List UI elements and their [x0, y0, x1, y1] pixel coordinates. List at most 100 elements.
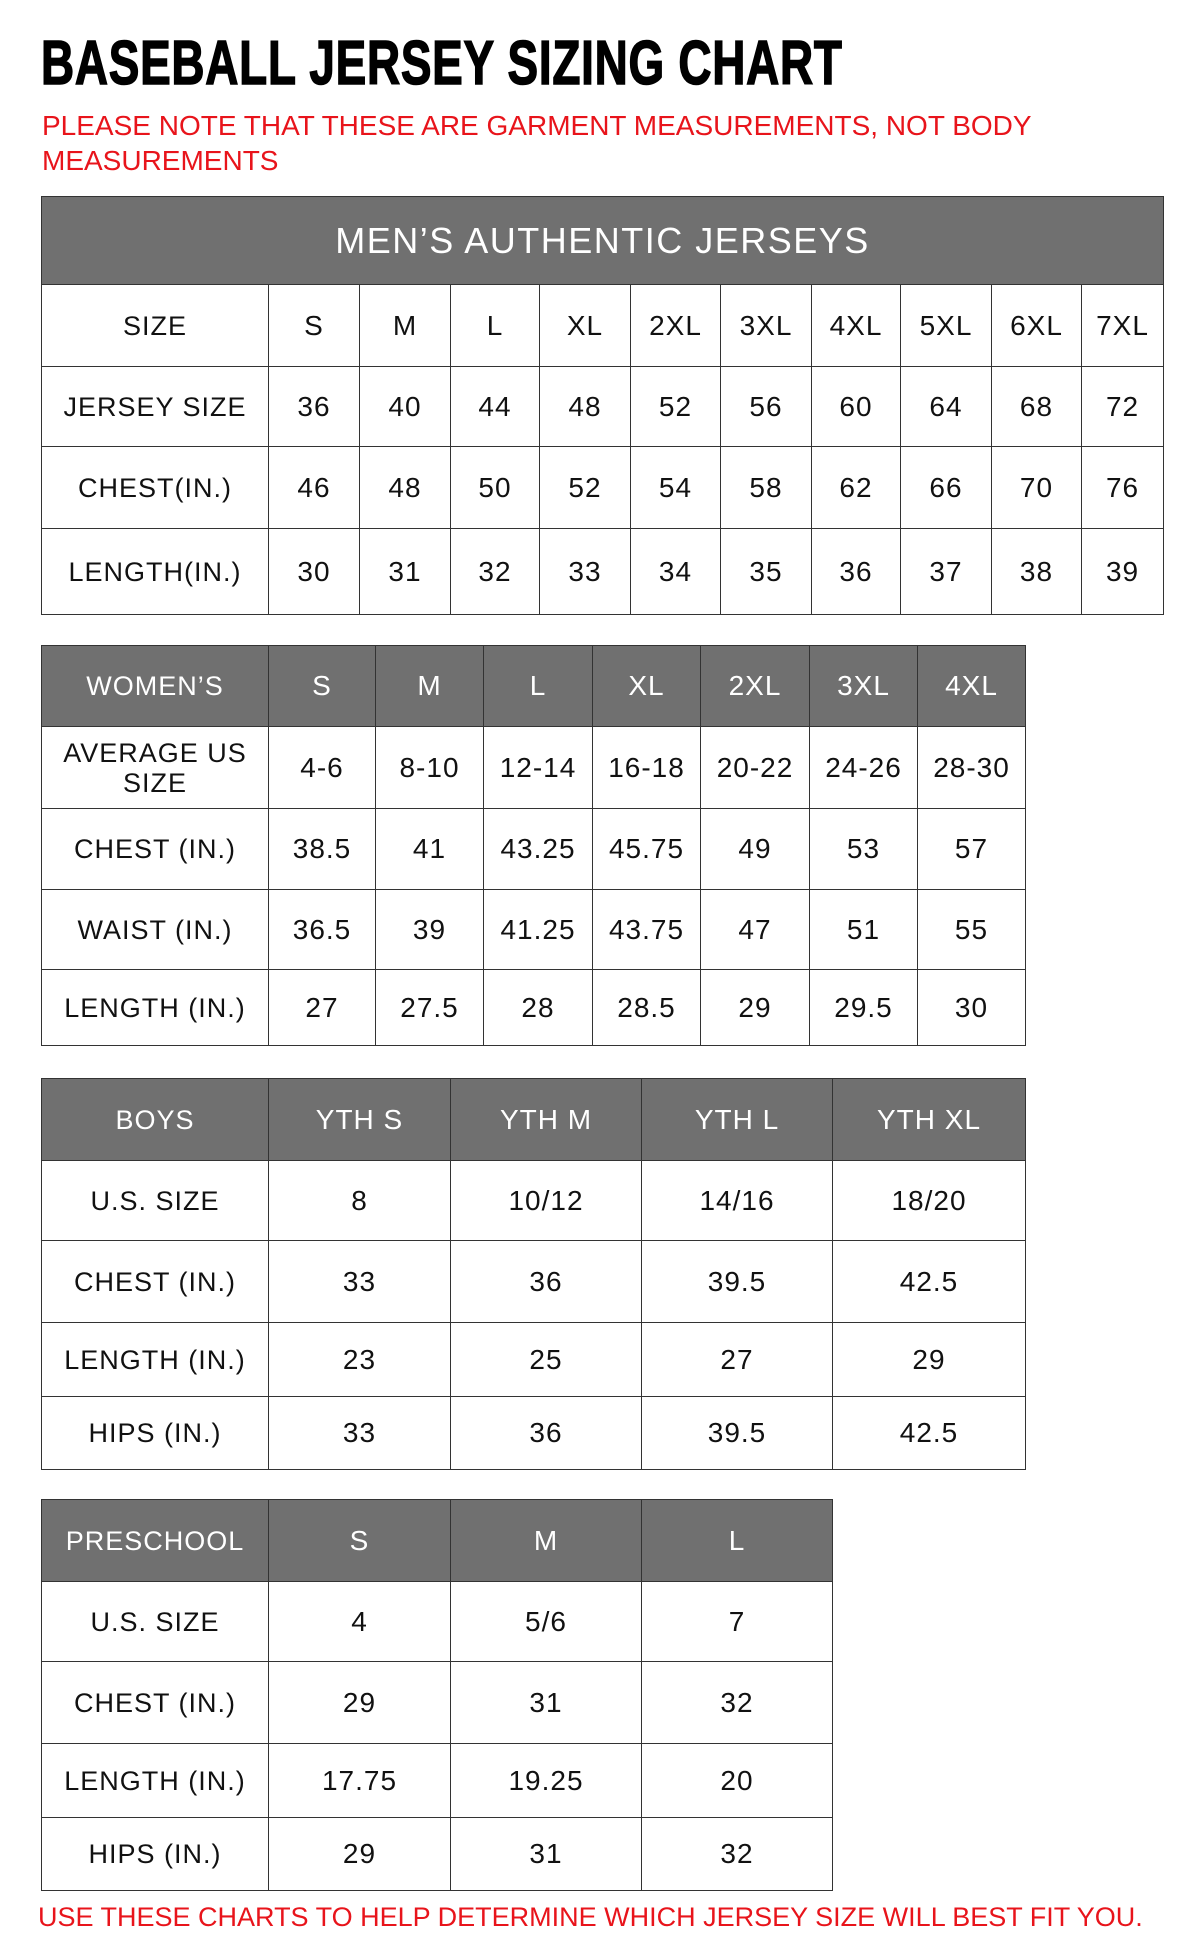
table-cell: 46: [268, 446, 360, 529]
table-row: HIPS (IN.) 33 36 39.5 42.5: [41, 1396, 1026, 1470]
table-cell: 52: [630, 366, 721, 447]
table-cell: 52: [539, 446, 631, 529]
table-cell: 28: [483, 969, 593, 1046]
table-cell: 33: [268, 1396, 451, 1470]
table-cell: 20-22: [700, 726, 810, 809]
table-cell: XL: [592, 645, 701, 727]
row-label: LENGTH (IN.): [41, 1743, 269, 1818]
table-cell: S: [268, 1499, 451, 1582]
table-cell: 27: [268, 969, 376, 1046]
table-row: CHEST (IN.) 29 31 32: [41, 1661, 833, 1744]
table-cell: 30: [917, 969, 1026, 1046]
row-label: SIZE: [41, 284, 269, 367]
table-cell: 37: [900, 528, 992, 615]
row-label: LENGTH (IN.): [41, 1322, 269, 1397]
table-cell: 39.5: [641, 1240, 833, 1323]
table-row: CHEST(IN.) 46 48 50 52 54 58 62 66 70 76: [41, 446, 1165, 529]
table-cell: S: [268, 284, 360, 367]
row-label: CHEST (IN.): [41, 808, 269, 890]
table-cell: 42.5: [832, 1240, 1026, 1323]
table-cell: 64: [900, 366, 992, 447]
table-cell: 25: [450, 1322, 642, 1397]
table-cell: 2XL: [630, 284, 721, 367]
row-label: CHEST(IN.): [41, 446, 269, 529]
table-cell: 41.25: [483, 889, 593, 970]
table-cell: L: [641, 1499, 833, 1582]
row-label: CHEST (IN.): [41, 1661, 269, 1744]
table-row: CHEST (IN.) 33 36 39.5 42.5: [41, 1240, 1026, 1323]
table-cell: 31: [450, 1661, 642, 1744]
table-row: LENGTH (IN.) 23 25 27 29: [41, 1322, 1026, 1397]
table-cell: 50: [450, 446, 540, 529]
row-label: WAIST (IN.): [41, 889, 269, 970]
table-cell: 3XL: [809, 645, 918, 727]
table-cell: 57: [917, 808, 1026, 890]
table-cell: 27.5: [375, 969, 484, 1046]
table-cell: 45.75: [592, 808, 701, 890]
table-cell: 29: [268, 1817, 451, 1891]
table-row: JERSEY SIZE 36 40 44 48 52 56 60 64 68 72: [41, 366, 1165, 447]
table-cell: 36: [811, 528, 901, 615]
table-cell: 14/16: [641, 1160, 833, 1241]
table-cell: 31: [359, 528, 451, 615]
table-cell: 24-26: [809, 726, 918, 809]
table-cell: 5XL: [900, 284, 992, 367]
table-cell: 43.25: [483, 808, 593, 890]
boys-table: BOYS YTH S YTH M YTH L YTH XL U.S. SIZE 8 10/12…: [41, 1078, 1026, 1470]
table-row: AVERAGE US SIZE 4-6 8-10 12-14 16-18 20-22 24-…: [41, 726, 1026, 809]
table-cell: 29: [700, 969, 810, 1046]
table-cell: 39: [1080, 528, 1165, 615]
table-title: MEN’S AUTHENTIC JERSEYS: [40, 196, 1165, 285]
table-cell: 8: [268, 1160, 451, 1241]
table-cell: 19.25: [450, 1743, 642, 1818]
table-cell: 6XL: [991, 284, 1082, 367]
table-cell: 30: [268, 528, 360, 615]
table-cell: 38: [991, 528, 1082, 615]
table-cell: 53: [809, 808, 918, 890]
table-cell: 36: [268, 366, 360, 447]
table-banner-row: MEN’S AUTHENTIC JERSEYS: [40, 196, 1165, 285]
table-cell: 4XL: [811, 284, 901, 367]
table-cell: 33: [268, 1240, 451, 1323]
table-cell: YTH M: [450, 1078, 642, 1161]
row-label: PRESCHOOL: [41, 1499, 269, 1582]
table-cell: 66: [900, 446, 992, 529]
page-title: BASEBALL JERSEY SIZING CHART: [40, 28, 843, 99]
row-label: BOYS: [41, 1078, 269, 1161]
table-header-row: WOMEN’S S M L XL 2XL 3XL 4XL: [41, 645, 1026, 727]
preschool-table: PRESCHOOL S M L U.S. SIZE 4 5/6 7 CHEST (IN.) 29 3…: [41, 1499, 833, 1891]
table-cell: YTH S: [268, 1078, 451, 1161]
table-cell: 58: [720, 446, 812, 529]
table-cell: 4XL: [917, 645, 1026, 727]
table-cell: 8-10: [375, 726, 484, 809]
row-label: AVERAGE US SIZE: [41, 726, 269, 809]
table-row: LENGTH (IN.) 17.75 19.25 20: [41, 1743, 833, 1818]
table-cell: 62: [811, 446, 901, 529]
table-cell: S: [268, 645, 376, 727]
table-cell: 76: [1080, 446, 1165, 529]
table-cell: 16-18: [592, 726, 701, 809]
table-cell: 29.5: [809, 969, 918, 1046]
row-label: JERSEY SIZE: [41, 366, 269, 447]
table-cell: 18/20: [832, 1160, 1026, 1241]
table-cell: 49: [700, 808, 810, 890]
row-label: CHEST (IN.): [41, 1240, 269, 1323]
table-cell: 2XL: [700, 645, 810, 727]
garment-measurement-note: PLEASE NOTE THAT THESE ARE GARMENT MEASU…: [42, 110, 1032, 176]
table-row: U.S. SIZE 4 5/6 7: [41, 1581, 833, 1662]
table-cell: YTH L: [641, 1078, 833, 1161]
row-label: HIPS (IN.): [41, 1396, 269, 1470]
table-cell: 38.5: [268, 808, 376, 890]
table-cell: 60: [811, 366, 901, 447]
table-cell: 39.5: [641, 1396, 833, 1470]
table-cell: 36: [450, 1240, 642, 1323]
table-cell: 39: [375, 889, 484, 970]
table-cell: 28.5: [592, 969, 701, 1046]
table-cell: 17.75: [268, 1743, 451, 1818]
table-cell: 20: [641, 1743, 833, 1818]
row-label: HIPS (IN.): [41, 1817, 269, 1891]
table-cell: 29: [268, 1661, 451, 1744]
table-cell: YTH XL: [832, 1078, 1026, 1161]
table-row: LENGTH (IN.) 27 27.5 28 28.5 29 29.5 30: [41, 969, 1026, 1046]
table-row: CHEST (IN.) 38.5 41 43.25 45.75 49 53 57: [41, 808, 1026, 890]
